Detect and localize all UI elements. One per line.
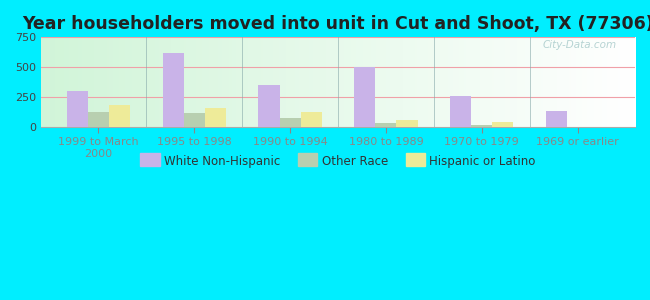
- Bar: [492, 122, 514, 127]
- Bar: [109, 105, 130, 127]
- Bar: [280, 118, 301, 127]
- Bar: [184, 112, 205, 127]
- Legend: White Non-Hispanic, Other Race, Hispanic or Latino: White Non-Hispanic, Other Race, Hispanic…: [136, 151, 540, 173]
- Bar: [88, 112, 109, 127]
- Bar: [450, 97, 471, 127]
- Bar: [162, 53, 184, 127]
- Bar: [301, 112, 322, 127]
- Text: City-Data.com: City-Data.com: [543, 40, 618, 50]
- Bar: [375, 123, 396, 127]
- Bar: [471, 124, 492, 127]
- Title: Year householders moved into unit in Cut and Shoot, TX (77306): Year householders moved into unit in Cut…: [22, 15, 650, 33]
- Bar: [259, 85, 280, 127]
- Bar: [546, 111, 567, 127]
- Bar: [354, 67, 375, 127]
- Bar: [67, 91, 88, 127]
- Bar: [396, 120, 417, 127]
- Bar: [205, 108, 226, 127]
